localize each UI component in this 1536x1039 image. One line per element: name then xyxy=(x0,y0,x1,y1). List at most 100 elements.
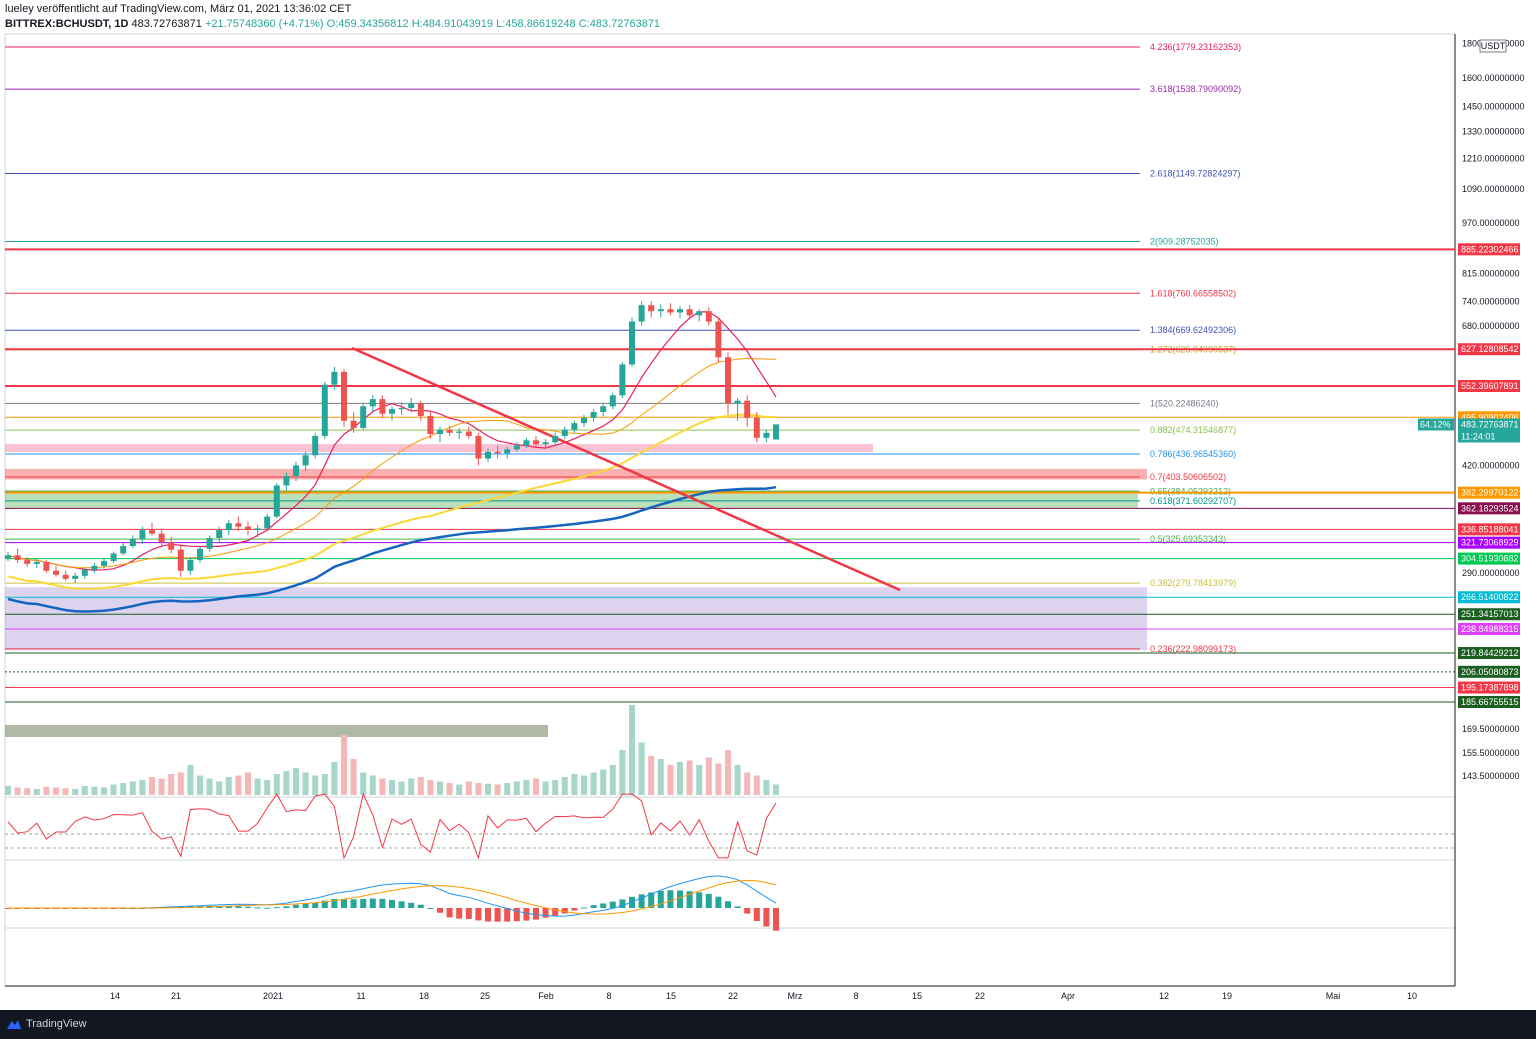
price-tag-bg-11 xyxy=(1458,608,1520,621)
candle-body-14 xyxy=(139,530,146,539)
macd-hist-26 xyxy=(254,907,261,909)
candle-body-29 xyxy=(283,475,290,486)
candle-body-59 xyxy=(571,423,578,430)
footer-bar: TradingView xyxy=(0,1010,1536,1039)
macd-hist-57 xyxy=(552,908,559,916)
candle-body-62 xyxy=(600,406,607,413)
time-label-0: 14 xyxy=(110,991,120,1001)
candle-body-46 xyxy=(446,429,453,433)
volume-bar-9 xyxy=(91,786,98,795)
fib-label-13: 0.5(325.69353343) xyxy=(1150,534,1226,544)
macd-hist-49 xyxy=(475,908,482,921)
candle-body-71 xyxy=(686,309,693,316)
ohlc-line: BITTREX:BCHUSDT, 1D 483.72763871 +21.757… xyxy=(5,18,660,30)
volume-bar-49 xyxy=(475,783,482,795)
volume-bar-18 xyxy=(177,772,184,795)
volume-bar-5 xyxy=(53,787,59,795)
volume-bar-59 xyxy=(571,774,578,795)
time-label-13: 22 xyxy=(975,991,985,1001)
candle-body-75 xyxy=(725,357,731,404)
volume-bar-28 xyxy=(273,774,280,795)
candle-body-77 xyxy=(744,400,751,418)
macd-hist-45 xyxy=(437,908,443,913)
macd-hist-51 xyxy=(494,908,501,922)
candle-body-79 xyxy=(763,432,770,438)
candle-body-48 xyxy=(465,431,472,436)
volume-bar-68 xyxy=(657,759,664,795)
time-label-17: Mai xyxy=(1326,991,1341,1001)
candle-body-17 xyxy=(168,542,175,550)
candle-body-67 xyxy=(648,305,655,312)
candle-body-5 xyxy=(53,570,59,575)
macd-hist-33 xyxy=(321,900,328,908)
candle-body-19 xyxy=(187,560,194,571)
macd-hist-36 xyxy=(350,899,357,908)
fib-label-10: 0.7(403.50606502) xyxy=(1150,472,1226,482)
volume-bar-10 xyxy=(101,787,107,795)
volume-bar-16 xyxy=(158,778,165,795)
volume-bar-69 xyxy=(667,765,674,795)
symbol-label[interactable]: BITTREX:BCHUSDT, 1D xyxy=(5,18,129,30)
volume-bar-76 xyxy=(734,765,741,795)
candle-body-36 xyxy=(350,420,357,428)
price-tag-9: 304.51930882 xyxy=(1461,554,1519,564)
macd-hist-60 xyxy=(581,907,587,909)
support-zone-green xyxy=(5,489,1138,509)
fib-label-11: 0.65(384.05293212) xyxy=(1150,486,1231,496)
macd-hist-41 xyxy=(398,901,405,908)
volume-bar-20 xyxy=(197,775,203,795)
chart-canvas[interactable]: 4.236(1779.23162353) 3.618(1538.79090092)… xyxy=(0,0,1536,1010)
time-label-9: 22 xyxy=(728,991,738,1001)
candle-body-10 xyxy=(101,561,107,566)
candle-body-64 xyxy=(619,364,626,396)
candle-body-24 xyxy=(235,523,242,527)
candle-body-44 xyxy=(427,416,434,435)
price-scale-label-4: 1210.00000000 xyxy=(1462,154,1525,164)
price-tag-0: 885.22302466 xyxy=(1461,244,1519,254)
price-scale-label-13: 155.50000000 xyxy=(1462,748,1520,758)
candle-body-23 xyxy=(225,523,232,531)
fib-label-9: 0.786(436.96545360) xyxy=(1150,449,1236,459)
resistance-zone-red xyxy=(5,468,1147,480)
volume-bar-51 xyxy=(494,784,501,795)
volume-bar-15 xyxy=(149,777,155,795)
low-value: L:458.86619248 xyxy=(496,18,576,30)
price-scale-label-5: 1090.00000000 xyxy=(1462,184,1525,194)
volume-bar-22 xyxy=(216,781,223,795)
candle-body-34 xyxy=(331,371,338,385)
macd-hist-50 xyxy=(485,908,491,922)
candle-body-38 xyxy=(369,399,376,407)
macd-hist-79 xyxy=(763,908,770,927)
last-price: 483.72763871 xyxy=(131,18,202,30)
volume-bar-14 xyxy=(139,780,146,795)
candle-body-7 xyxy=(72,575,79,579)
candle-body-42 xyxy=(408,403,415,409)
price-tag-15: 195.17387898 xyxy=(1461,683,1519,693)
price-scale-label-8: 740.00000000 xyxy=(1462,296,1520,306)
price-scale-label-12: 169.50000000 xyxy=(1462,724,1520,734)
macd-hist-39 xyxy=(379,898,386,908)
open-value: O:459.34356812 xyxy=(326,18,409,30)
fib-label-4: 1.618(760.66558502) xyxy=(1150,288,1236,298)
volume-bar-12 xyxy=(120,783,127,795)
candle-body-13 xyxy=(129,538,136,547)
volume-bar-48 xyxy=(465,781,472,795)
volume-bar-1 xyxy=(14,787,21,795)
candle-body-51 xyxy=(494,451,501,454)
volume-bar-71 xyxy=(686,760,693,795)
candle-body-43 xyxy=(417,403,424,417)
candle-body-61 xyxy=(590,412,597,418)
price-tag-bg-4 xyxy=(1458,418,1520,431)
macd-hist-80 xyxy=(773,908,779,931)
time-label-11: 8 xyxy=(853,991,858,1001)
price-tag-11: 251.34157013 xyxy=(1461,609,1519,619)
volume-bar-78 xyxy=(753,775,760,795)
candle-body-70 xyxy=(677,309,683,313)
macd-hist-71 xyxy=(686,891,693,908)
volume-bar-0 xyxy=(5,786,11,795)
macd-hist-53 xyxy=(513,908,520,922)
currency-label: USDT xyxy=(1481,41,1506,51)
price-tag-bg-14 xyxy=(1458,665,1520,678)
volume-bar-7 xyxy=(72,789,79,795)
chart-header: lueley veröffentlicht auf TradingView.co… xyxy=(0,0,1536,34)
